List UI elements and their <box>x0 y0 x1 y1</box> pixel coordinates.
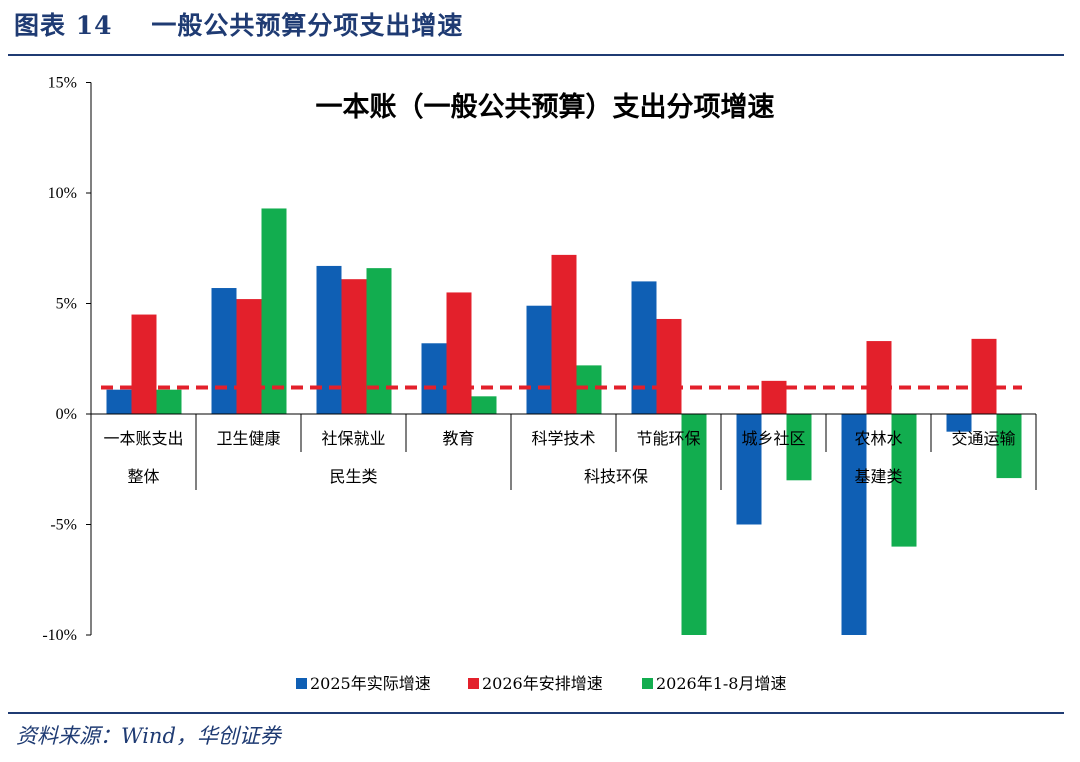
bar <box>786 414 812 481</box>
legend-label: 2026年安排增速 <box>482 674 603 693</box>
bar <box>106 389 132 414</box>
legend-label: 2026年1-8月增速 <box>656 674 787 693</box>
bar <box>681 414 707 635</box>
category-label: 节能环保 <box>636 429 700 448</box>
legend-swatch <box>468 678 479 689</box>
bar <box>421 343 447 414</box>
y-axis: 15% 10% 5% 0% -5% -10% <box>42 75 92 644</box>
category-label: 社保就业 <box>321 429 385 448</box>
bar <box>211 288 237 414</box>
chart-area: 一本账（一般公共预算）支出分项增速 15% 10% 5% 0% -5% -10% 一本账支… <box>42 75 1037 693</box>
bar <box>866 341 892 414</box>
y-tick-label: 0% <box>56 406 77 423</box>
group-label: 基建类 <box>854 467 902 486</box>
figure-header: 图表 14 一般公共预算分项支出增速 <box>0 0 1080 58</box>
bar <box>341 279 367 414</box>
category-label: 教育 <box>442 429 474 448</box>
category-label: 一本账支出 <box>103 429 183 448</box>
bar <box>446 292 472 414</box>
category-label: 城乡社区 <box>741 429 805 448</box>
y-tick-label: 10% <box>48 185 77 202</box>
bar <box>261 208 287 414</box>
category-label: 科学技术 <box>531 429 595 448</box>
legend-swatch <box>296 678 307 689</box>
bars <box>106 208 1022 635</box>
y-tick-label: 5% <box>56 296 77 313</box>
bar <box>946 414 972 432</box>
chart-title: 一本账（一般公共预算）支出分项增速 <box>316 91 775 123</box>
bar <box>236 299 262 414</box>
bar <box>526 305 552 414</box>
bar <box>841 414 867 635</box>
bar <box>631 281 657 414</box>
y-tick-label: 15% <box>48 75 77 92</box>
legend-swatch <box>642 678 653 689</box>
group-label: 科技环保 <box>584 467 648 486</box>
figure-title-text: 一般公共预算分项支出增速 <box>151 11 464 40</box>
bar <box>891 414 917 547</box>
group-label: 整体 <box>127 467 159 486</box>
figure-label: 图表 14 <box>14 11 113 40</box>
y-tick-label: -10% <box>42 627 77 644</box>
bar <box>366 268 392 414</box>
footer-rule <box>8 712 1064 714</box>
legend-label: 2025年实际增速 <box>310 674 431 693</box>
bar <box>996 414 1022 479</box>
y-tick-label: -5% <box>50 517 77 534</box>
group-label: 民生类 <box>329 467 377 486</box>
category-label: 卫生健康 <box>216 429 280 448</box>
bar <box>316 265 342 414</box>
category-label: 农林水 <box>854 429 902 448</box>
bar <box>971 338 997 414</box>
bar <box>656 318 682 414</box>
bar <box>156 389 182 414</box>
bar <box>551 254 577 414</box>
bar <box>736 414 762 525</box>
bar <box>576 365 602 414</box>
category-label: 交通运输 <box>951 429 1015 448</box>
legend: 2025年实际增速 2026年安排增速 2026年1-8月增速 <box>296 674 787 693</box>
header-rule <box>8 54 1064 56</box>
figure-title: 图表 14 一般公共预算分项支出增速 <box>14 6 463 42</box>
source-note: 资料来源：Wind，华创证券 <box>16 724 281 748</box>
bar <box>471 396 497 414</box>
bar <box>131 314 157 414</box>
chart-title-group: 一本账（一般公共预算）支出分项增速 <box>316 91 775 123</box>
